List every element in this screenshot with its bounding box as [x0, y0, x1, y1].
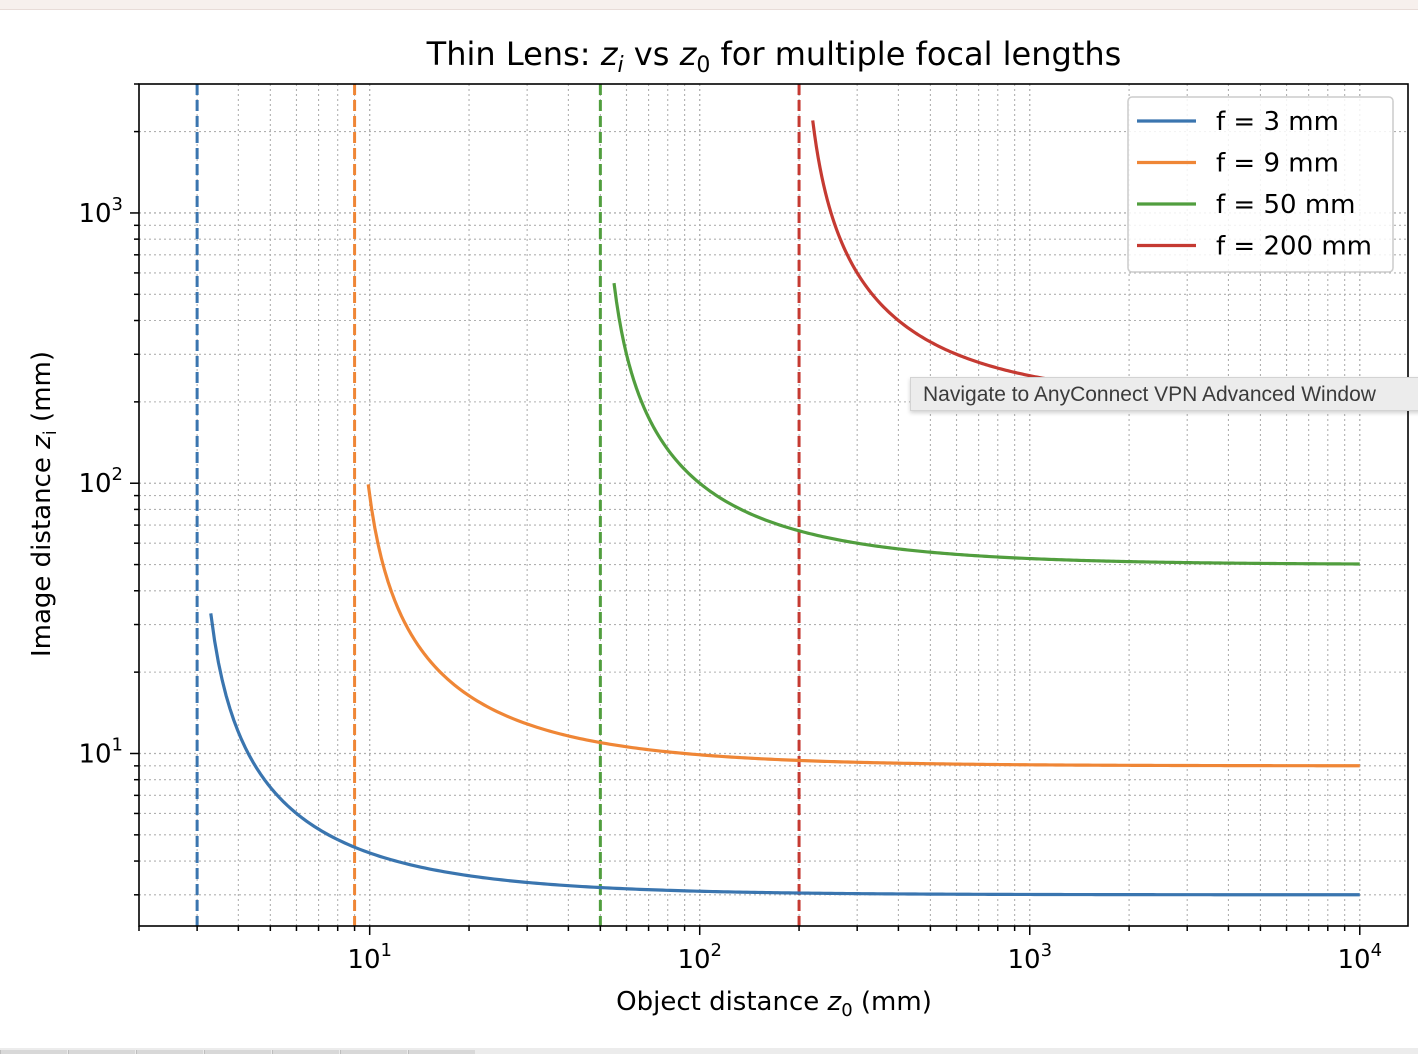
legend-label: f = 3 mm — [1216, 107, 1339, 137]
window-bottom-strip — [0, 1048, 1418, 1054]
series-line — [366, 484, 1360, 768]
bottom-tab[interactable] — [68, 1050, 135, 1054]
legend: f = 3 mm f = 9 mm f = 50 mm f = 200 mm — [1127, 96, 1394, 273]
focal-length-markers — [195, 84, 801, 926]
bottom-tab[interactable] — [340, 1050, 407, 1054]
x-tick-label: 103 — [1007, 940, 1052, 975]
tooltip: Navigate to AnyConnect VPN Advanced Wind… — [910, 377, 1418, 411]
bottom-tab[interactable] — [136, 1050, 203, 1054]
series-line — [612, 282, 1360, 566]
bottom-tab[interactable] — [204, 1050, 271, 1054]
x-tick-label: 102 — [677, 940, 722, 975]
bottom-tab[interactable] — [272, 1050, 339, 1054]
axis-ticks: 101 102 103 104 101 102 103 — [78, 83, 1382, 975]
axes-frame — [138, 83, 1409, 927]
bottom-tab[interactable] — [408, 1050, 475, 1054]
window-top-strip — [0, 0, 1418, 10]
y-tick-label: 102 — [78, 464, 123, 499]
legend-label: f = 200 mm — [1216, 232, 1372, 262]
legend-label: f = 50 mm — [1216, 190, 1355, 220]
chart-title: Thin Lens: zi vs z0 for multiple focal l… — [426, 35, 1122, 78]
y-tick-label: 101 — [78, 734, 123, 769]
x-axis-label: Object distance z0 (mm) — [616, 987, 932, 1021]
x-tick-label: 101 — [347, 940, 392, 975]
y-tick-label: 103 — [78, 194, 123, 229]
series-line — [209, 613, 1360, 897]
grid — [138, 83, 1408, 926]
legend-label: f = 9 mm — [1216, 149, 1339, 179]
y-axis-label: Image distance zi (mm) — [27, 351, 61, 657]
legend-box — [1127, 96, 1394, 273]
x-tick-label: 104 — [1337, 940, 1382, 975]
bottom-tab[interactable] — [0, 1050, 67, 1054]
